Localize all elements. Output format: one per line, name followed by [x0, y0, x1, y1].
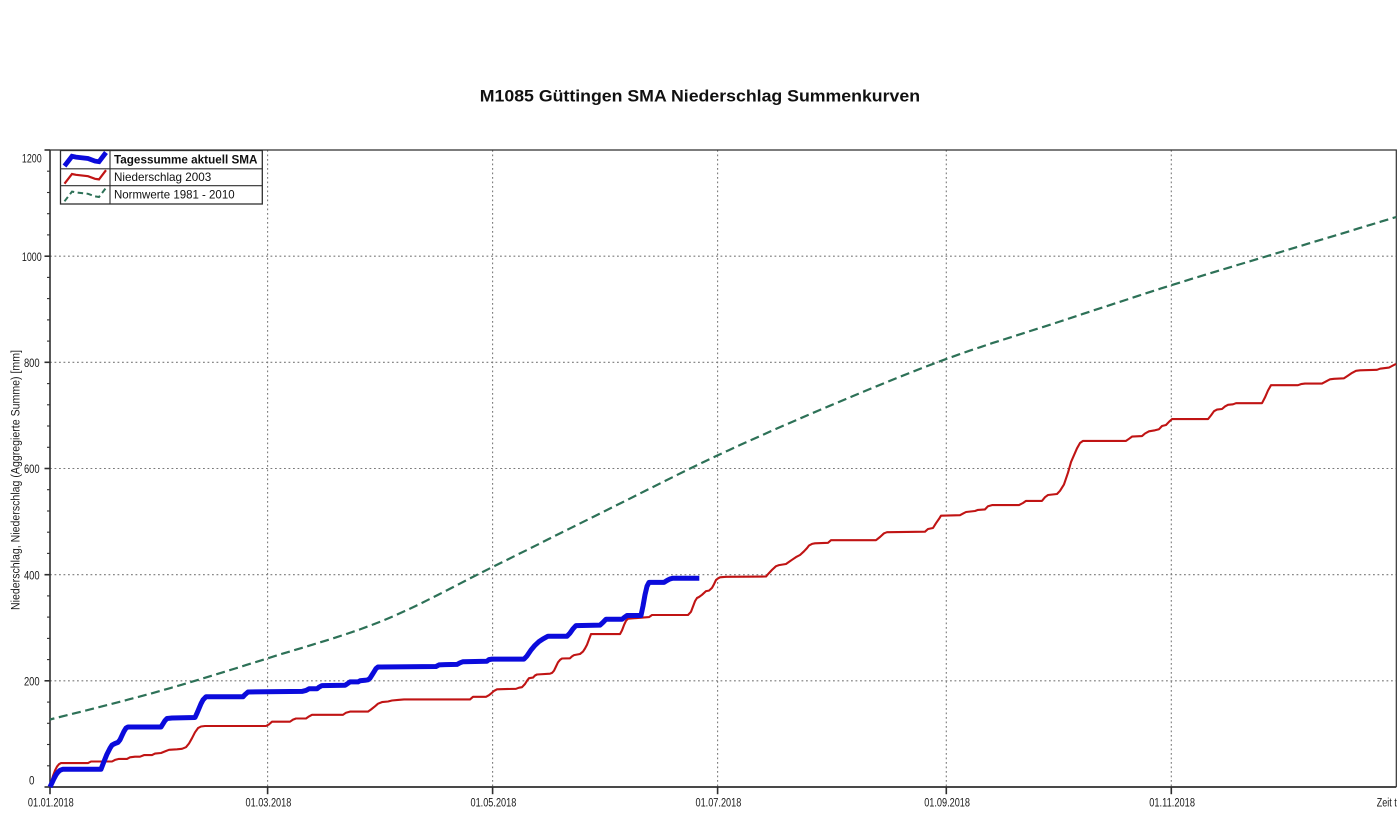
svg-text:01.01.2018: 01.01.2018 [28, 797, 74, 809]
svg-text:01.11.2018: 01.11.2018 [1149, 797, 1195, 809]
svg-text:01.03.2018: 01.03.2018 [246, 797, 292, 809]
svg-text:01.07.2018: 01.07.2018 [696, 797, 742, 809]
svg-text:Tagessumme aktuell SMA: Tagessumme aktuell SMA [114, 152, 258, 166]
svg-text:400: 400 [24, 570, 40, 582]
svg-text:Normwerte 1981 - 2010: Normwerte 1981 - 2010 [114, 187, 235, 201]
svg-text:0: 0 [29, 775, 35, 787]
svg-text:200: 200 [24, 677, 40, 689]
svg-text:01.05.2018: 01.05.2018 [471, 797, 517, 809]
svg-text:Niederschlag, Niederschlag (Ag: Niederschlag, Niederschlag (Aggregierte … [10, 350, 22, 610]
svg-text:1200: 1200 [22, 154, 42, 166]
svg-text:Niederschlag 2003: Niederschlag 2003 [114, 170, 212, 184]
svg-text:01.09.2018: 01.09.2018 [924, 797, 970, 809]
svg-text:Zeit t: Zeit t [1377, 797, 1398, 809]
svg-text:M1085 Güttingen SMA Niederschl: M1085 Güttingen SMA Niederschlag Summenk… [480, 87, 920, 106]
svg-text:800: 800 [24, 358, 40, 370]
svg-text:600: 600 [24, 464, 40, 476]
svg-text:1000: 1000 [22, 252, 42, 264]
